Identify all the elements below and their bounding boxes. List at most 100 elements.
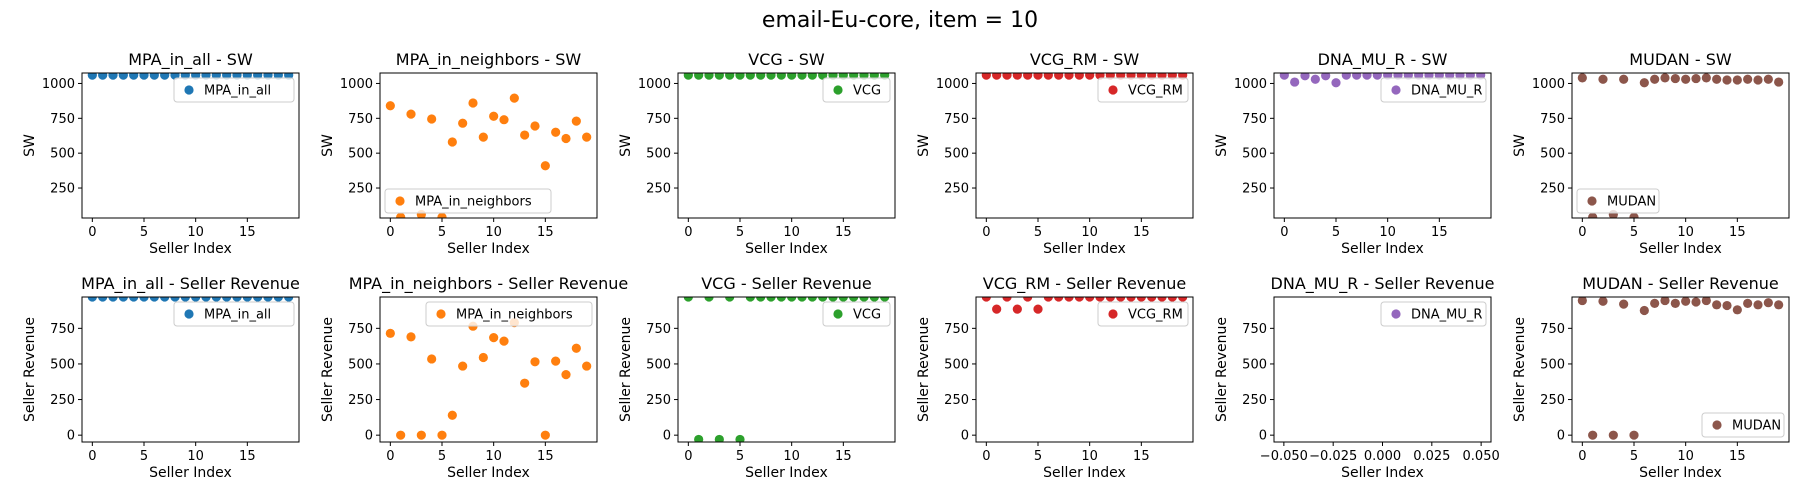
legend-marker [1587,196,1597,206]
data-point [992,304,1002,314]
data-point [385,328,395,338]
legend: VCG [822,301,891,327]
data-point [776,297,786,302]
data-point [1064,297,1074,302]
subplot-title: VCG_RM - Seller Revenue [983,274,1186,294]
x-tick-label: 10 [1677,225,1694,240]
data-point [427,114,437,124]
data-point [87,73,97,80]
series-points [981,297,1188,314]
legend-marker [1391,309,1401,319]
legend-box [1380,301,1487,327]
data-point [437,430,447,440]
series-points [385,318,592,440]
y-tick-label: 500 [944,147,969,162]
data-point [1732,75,1742,85]
data-point [849,297,859,302]
data-point [540,430,550,440]
data-point [1753,75,1763,85]
y-tick-label: 750 [944,322,969,337]
legend-label: MPA_in_all [204,308,271,323]
y-tick-label: 750 [944,112,969,127]
data-point [1670,73,1680,84]
data-point [427,354,437,364]
legend-label: DNA_MU_R [1411,84,1482,99]
y-axis-label: Seller Revenue [1214,317,1230,422]
data-point [787,73,797,80]
data-point [571,116,581,126]
x-tick-label: 0 [88,449,96,464]
data-point [735,73,745,80]
x-tick-label: 5 [1034,225,1042,240]
data-point [139,297,149,302]
subplot-title: MPA_in_neighbors - SW [396,50,582,70]
data-point [1588,430,1598,440]
y-axis-label: Seller Revenue [1512,317,1528,422]
data-point [1126,297,1136,302]
data-point [787,297,797,302]
data-point [745,297,755,302]
x-tick-label: 5 [736,225,744,240]
y-tick-label: 1000 [638,77,671,92]
data-point [1722,300,1732,311]
data-point [766,73,776,80]
data-point [1722,75,1732,85]
y-tick-label: 1000 [1532,77,1565,92]
x-tick-label: 0.000 [1364,449,1401,464]
subplot-title: MUDAN - SW [1629,50,1732,69]
y-tick-label: 250 [646,182,671,197]
x-axis-label: Seller Index [447,465,530,481]
data-point [818,297,828,302]
data-point [1300,73,1310,81]
axes-frame [1571,296,1790,443]
data-point [1085,297,1095,302]
y-tick-label: 0 [663,429,671,444]
legend-label: MPA_in_neighbors [456,308,573,323]
subplot-title: VCG_RM - SW [1030,50,1140,70]
data-point [561,133,571,144]
x-tick-label: 10 [1081,449,1098,464]
axes-frame [975,72,1194,219]
legend-box [1576,188,1660,214]
x-tick-label: 5 [438,449,446,464]
x-tick-label: 10 [1081,225,1098,240]
legend-box [1380,77,1487,103]
legend-label: VCG [853,308,881,323]
data-point [1681,74,1691,84]
x-axis-label: Seller Index [745,465,828,481]
data-point [1701,297,1711,306]
axes-frame [1273,72,1492,219]
x-tick-label: 5 [1630,449,1638,464]
data-point [869,297,879,302]
y-tick-label: 0 [961,429,969,444]
data-point [520,378,530,388]
data-point [1681,297,1691,306]
axes-frame [677,296,896,443]
y-tick-label: 0 [365,429,373,444]
data-point [582,361,592,371]
y-axis-label: Seller Revenue [618,317,634,422]
axes-frame [1273,296,1492,443]
data-point [1341,73,1351,80]
data-point [478,132,488,142]
data-point [1012,73,1022,80]
legend: MPA_in_neighbors [425,301,593,327]
data-point [1033,304,1043,314]
y-tick-label: 500 [348,147,373,162]
data-point [1639,305,1649,316]
y-tick-label: 500 [646,147,671,162]
data-point [118,73,128,80]
data-point [396,212,406,218]
subplot-title: MPA_in_neighbors - Seller Revenue [349,274,629,294]
subplot-5: DNA_MU_R - SW 0 5 10 15 250 500 750 1000 Seller I… [1214,50,1492,257]
y-tick-label: 250 [348,393,373,408]
data-point [551,127,561,137]
data-point [859,297,869,302]
y-tick-label: 500 [50,357,75,372]
data-point [509,93,519,103]
data-point [714,73,724,80]
data-point [1372,73,1382,80]
legend-marker [1391,85,1401,95]
legend-label: VCG [853,84,881,99]
legend: VCG_RM [1097,77,1189,103]
